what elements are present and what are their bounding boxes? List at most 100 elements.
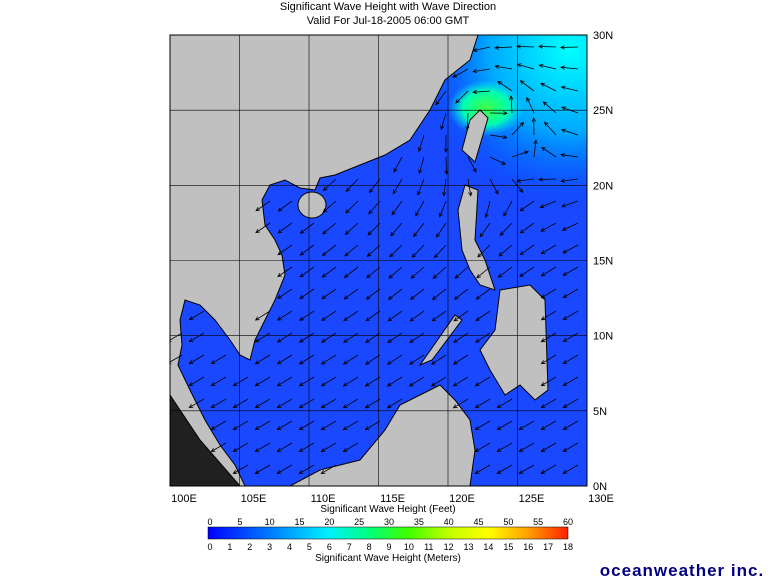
meter-tick: 12 <box>444 542 454 552</box>
logo: oceanweather inc. <box>600 561 764 580</box>
wave-arrow <box>365 332 381 343</box>
wave-arrow <box>368 178 381 194</box>
wave-arrow <box>518 464 535 474</box>
wave-arrow <box>562 310 579 321</box>
wave-arrow <box>254 310 271 321</box>
wave-arrow <box>344 244 359 257</box>
wave-arrow <box>479 222 491 238</box>
lat-label: 15N <box>593 256 613 268</box>
wave-arrow <box>509 95 514 114</box>
lat-label: 30N <box>593 30 613 42</box>
wave-arrow <box>320 442 337 453</box>
wave-arrow <box>489 156 507 165</box>
wave-arrow <box>387 332 403 344</box>
wave-arrow <box>299 310 315 321</box>
wave-arrow <box>276 398 293 409</box>
wave-arrow <box>342 442 359 453</box>
feet-tick: 30 <box>384 517 394 527</box>
wave-arrow <box>443 134 448 153</box>
sea-peak <box>448 80 524 136</box>
wave-arrow <box>276 310 293 321</box>
wave-arrow <box>519 200 535 212</box>
wave-arrow <box>388 266 403 279</box>
wave-arrow <box>342 398 359 409</box>
wave-arrow <box>254 464 271 474</box>
wave-arrow <box>298 464 315 474</box>
wave-arrow <box>276 332 293 343</box>
wave-arrow <box>413 222 425 238</box>
wave-arrow <box>391 200 403 216</box>
wave-arrow <box>544 121 557 136</box>
wave-arrow <box>321 244 337 257</box>
wave-arrow <box>298 442 315 453</box>
wave-arrow <box>453 310 469 322</box>
wave-arrow <box>475 310 491 322</box>
feet-tick: 45 <box>473 517 483 527</box>
wave-arrow <box>320 464 337 475</box>
graticule <box>170 35 587 486</box>
wave-arrow <box>365 310 381 322</box>
wave-arrow <box>298 332 315 343</box>
meter-tick: 18 <box>563 542 573 552</box>
lat-label: 5N <box>593 406 607 418</box>
wave-arrow <box>409 288 425 301</box>
lat-label: 20N <box>593 180 613 192</box>
wave-arrow <box>562 420 579 430</box>
wave-arrow <box>540 376 557 387</box>
wave-arrow <box>519 222 535 234</box>
wave-arrow <box>299 288 315 300</box>
wave-arrow <box>411 244 425 258</box>
map-frame <box>169 34 588 487</box>
meter-tick: 14 <box>483 542 493 552</box>
wave-arrow <box>320 376 337 387</box>
meter-tick: 13 <box>464 542 474 552</box>
wave-arrow <box>467 178 473 197</box>
meter-tick: 8 <box>367 542 372 552</box>
meter-tick: 15 <box>503 542 513 552</box>
feet-tick: 10 <box>265 517 275 527</box>
wave-arrow <box>343 266 359 278</box>
wave-arrow <box>298 398 315 409</box>
wave-arrow <box>366 266 381 279</box>
wave-arrow <box>494 45 513 50</box>
colorbar-feet-title: Significant Wave Height (Feet) <box>320 504 455 515</box>
wave-arrow <box>560 153 579 158</box>
wave-arrow <box>435 90 447 106</box>
wave-arrow <box>393 156 403 173</box>
wave-arrow <box>386 398 403 409</box>
wave-arrow <box>415 200 425 217</box>
wave-arrow <box>540 420 557 430</box>
wave-arrow <box>417 178 425 196</box>
wave-arrow <box>538 177 557 182</box>
wave-arrow <box>562 244 579 254</box>
wave-arrow <box>321 310 337 321</box>
wave-arrow <box>431 288 447 301</box>
wave-arrow <box>276 464 293 474</box>
wave-arrow <box>531 117 536 136</box>
feet-tick: 0 <box>207 517 212 527</box>
wave-arrow <box>255 222 271 234</box>
subtitle: Valid For Jul-18-2005 06:00 GMT <box>307 15 470 27</box>
feet-tick: 55 <box>533 517 543 527</box>
wave-arrow <box>342 376 359 387</box>
wave-arrow <box>560 178 579 183</box>
wave-arrow <box>364 398 381 409</box>
wave-arrow <box>276 376 293 387</box>
wave-arrow <box>232 398 249 409</box>
wave-arrow <box>496 420 513 431</box>
wave-arrow <box>497 80 513 92</box>
wave-arrow <box>277 266 293 278</box>
meter-tick: 17 <box>543 542 553 552</box>
wave-arrows <box>170 44 579 475</box>
map <box>170 35 587 486</box>
wave-arrow <box>188 354 205 365</box>
meter-tick: 0 <box>207 542 212 552</box>
wave-arrow <box>210 420 227 430</box>
wave-arrow <box>452 398 469 409</box>
wave-arrow <box>322 178 337 192</box>
wave-arrow <box>298 376 315 387</box>
wave-arrow <box>560 65 579 70</box>
wave-arrow <box>390 222 403 237</box>
wave-arrow <box>298 354 315 365</box>
